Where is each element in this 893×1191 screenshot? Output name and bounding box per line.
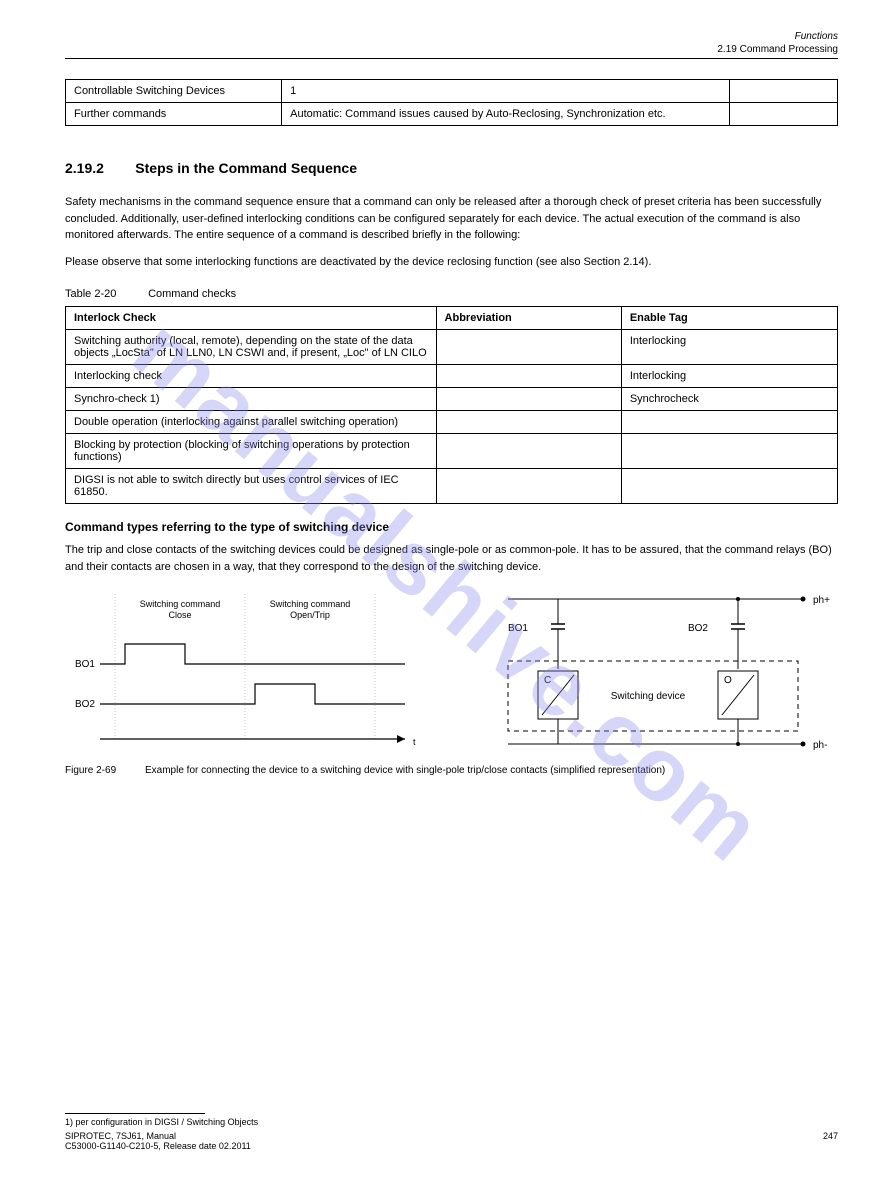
figure-label: Figure 2-69 [65, 765, 145, 776]
footnote: 1) per configuration in DIGSI / Switchin… [65, 1117, 838, 1127]
cell [436, 388, 621, 411]
timing-label-open2: Open/Trip [290, 610, 330, 620]
cell: 1 [282, 80, 730, 103]
table-row: Synchro-check 1) Synchrocheck [66, 388, 838, 411]
column-header: Abbreviation [436, 307, 621, 330]
switching-device-label: Switching device [611, 691, 686, 702]
table-row: Blocking by protection (blocking of swit… [66, 434, 838, 469]
cell [729, 103, 837, 126]
timing-label-close: Switching command [140, 599, 221, 609]
schematic-bo2: BO2 [688, 623, 708, 634]
header-rule [65, 58, 838, 59]
column-header: Enable Tag [621, 307, 837, 330]
cell [436, 365, 621, 388]
cell [436, 469, 621, 504]
cell: Synchrocheck [621, 388, 837, 411]
column-header: Interlock Check [66, 307, 437, 330]
bo1-label: BO1 [75, 659, 95, 670]
section-title: Steps in the Command Sequence [135, 160, 357, 176]
cell [621, 434, 837, 469]
timing-label-open: Switching command [270, 599, 351, 609]
header-title: Functions [717, 30, 838, 43]
o-label: O [724, 675, 732, 686]
caption-label: Table 2-20 [65, 288, 145, 300]
footer-left: SIPROTEC, 7SJ61, Manual C53000-G1140-C21… [65, 1131, 251, 1151]
table-command-checks: Interlock Check Abbreviation Enable Tag … [65, 306, 838, 504]
cell: Automatic: Command issues caused by Auto… [282, 103, 730, 126]
paragraph: Safety mechanisms in the command sequenc… [65, 194, 838, 244]
table-header-row: Interlock Check Abbreviation Enable Tag [66, 307, 838, 330]
page-header-right: Functions 2.19 Command Processing [717, 30, 838, 56]
cell: Switching authority (local, remote), dep… [66, 330, 437, 365]
paragraph: The trip and close contacts of the switc… [65, 542, 838, 575]
cell: Further commands [66, 103, 282, 126]
table-row: Controllable Switching Devices 1 [66, 80, 838, 103]
caption-text: Command checks [148, 288, 236, 300]
footer-page-number: 247 [823, 1131, 838, 1151]
figure-caption: Figure 2-69 Example for connecting the d… [65, 765, 838, 776]
paragraph: Please observe that some interlocking fu… [65, 254, 838, 271]
section-heading: 2.19.2 Steps in the Command Sequence [65, 160, 838, 176]
cell: Interlocking [621, 330, 837, 365]
cell [621, 469, 837, 504]
table-caption: Table 2-20 Command checks [65, 288, 838, 300]
cell: Controllable Switching Devices [66, 80, 282, 103]
table-row: Interlocking check Interlocking [66, 365, 838, 388]
timing-diagram: Switching command Close Switching comman… [65, 589, 425, 759]
diagram-container: Switching command Close Switching comman… [65, 589, 838, 759]
body-text: The trip and close contacts of the switc… [65, 542, 838, 575]
timing-label-close2: Close [168, 610, 191, 620]
cell [436, 411, 621, 434]
subheading: Command types referring to the type of s… [65, 520, 838, 534]
table-row: Switching authority (local, remote), dep… [66, 330, 838, 365]
cell [621, 411, 837, 434]
ph-plus-label: ph+ [813, 595, 830, 606]
cell [436, 434, 621, 469]
cell [729, 80, 837, 103]
ph-minus-label: ph- [813, 740, 827, 751]
section-number: 2.19.2 [65, 160, 104, 176]
table-row: Double operation (interlocking against p… [66, 411, 838, 434]
cell: Interlocking check [66, 365, 437, 388]
cell: Synchro-check 1) [66, 388, 437, 411]
page-footer: 1) per configuration in DIGSI / Switchin… [65, 1113, 838, 1151]
cell [436, 330, 621, 365]
cell: Interlocking [621, 365, 837, 388]
body-text: Safety mechanisms in the command sequenc… [65, 194, 838, 270]
t-axis-label: t [413, 737, 416, 747]
schematic-bo1: BO1 [508, 623, 528, 634]
bo2-label: BO2 [75, 699, 95, 710]
cell: Blocking by protection (blocking of swit… [66, 434, 437, 469]
c-label: C [544, 675, 551, 686]
table-row: DIGSI is not able to switch directly but… [66, 469, 838, 504]
table-switching-devices: Controllable Switching Devices 1 Further… [65, 79, 838, 126]
footnote-rule [65, 1113, 205, 1114]
cell: DIGSI is not able to switch directly but… [66, 469, 437, 504]
table-row: Further commands Automatic: Command issu… [66, 103, 838, 126]
header-subtitle: 2.19 Command Processing [717, 43, 838, 56]
figure-text: Example for connecting the device to a s… [145, 765, 665, 776]
cell: Double operation (interlocking against p… [66, 411, 437, 434]
schematic-diagram: ph+ ph- BO1 BO2 C O Switching device [468, 589, 838, 759]
